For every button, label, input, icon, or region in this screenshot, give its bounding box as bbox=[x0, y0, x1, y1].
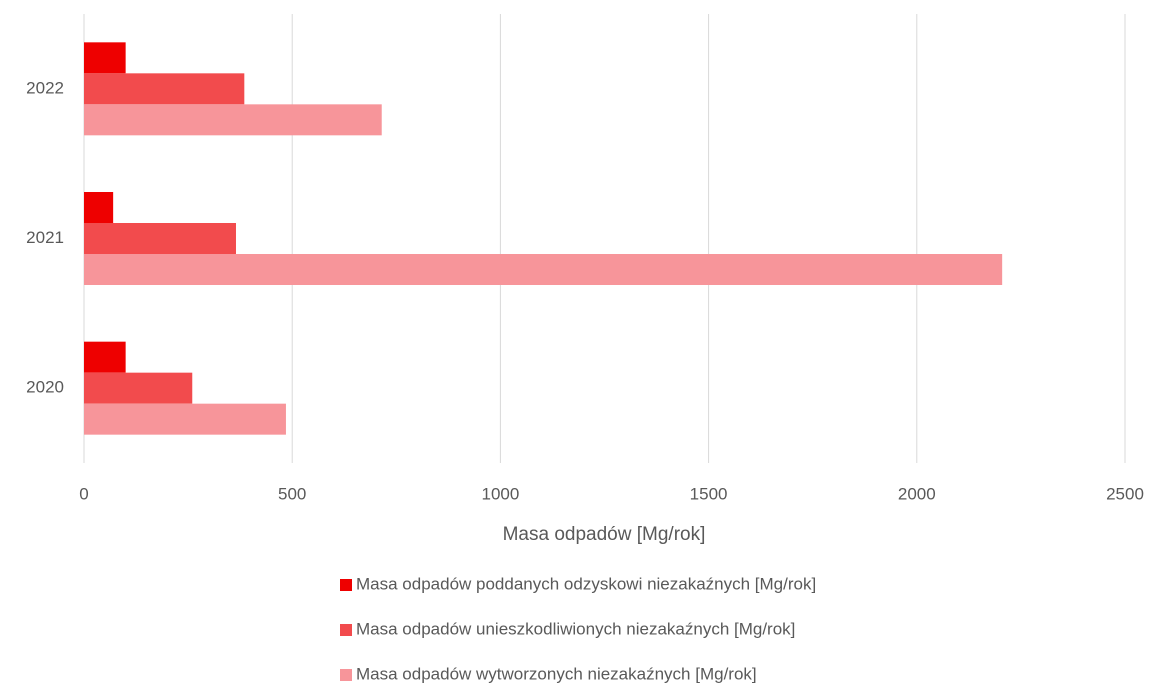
x-tick-label: 0 bbox=[79, 484, 88, 503]
y-tick-label: 2020 bbox=[26, 378, 64, 397]
legend-label: Masa odpadów poddanych odzyskowi niezaka… bbox=[356, 574, 816, 593]
bar bbox=[84, 223, 236, 254]
bar bbox=[84, 42, 126, 74]
bar bbox=[84, 73, 245, 105]
x-tick-label: 1500 bbox=[690, 484, 728, 503]
x-tick-label: 500 bbox=[278, 484, 306, 503]
legend-label: Masa odpadów unieszkodliwionych niezakaź… bbox=[356, 619, 795, 638]
legend-swatch bbox=[340, 669, 352, 681]
x-tick-label: 1000 bbox=[481, 484, 519, 503]
bar bbox=[84, 192, 114, 223]
bar bbox=[84, 341, 126, 373]
legend-swatch bbox=[340, 579, 352, 591]
x-tick-label: 2500 bbox=[1106, 484, 1144, 503]
x-axis-title: Masa odpadów [Mg/rok] bbox=[503, 524, 706, 545]
bar bbox=[84, 403, 286, 435]
bar bbox=[84, 104, 382, 136]
y-tick-label: 2021 bbox=[26, 228, 64, 247]
x-tick-label: 2000 bbox=[898, 484, 936, 503]
y-tick-label: 2022 bbox=[26, 78, 64, 97]
bar bbox=[84, 372, 193, 404]
legend-swatch bbox=[340, 624, 352, 636]
legend-label: Masa odpadów wytworzonych niezakaźnych [… bbox=[356, 664, 757, 683]
bar bbox=[84, 254, 1003, 285]
